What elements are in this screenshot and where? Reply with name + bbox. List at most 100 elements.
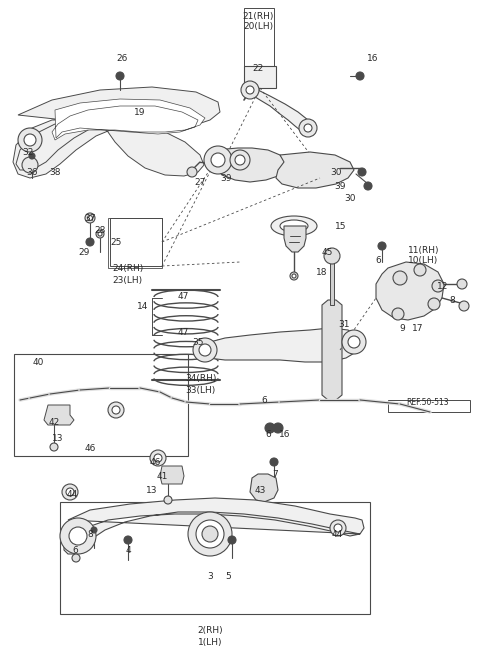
- Circle shape: [193, 338, 217, 362]
- Text: 44: 44: [66, 490, 78, 499]
- Circle shape: [188, 512, 232, 556]
- Text: 6: 6: [261, 396, 267, 405]
- Text: 2(RH): 2(RH): [197, 626, 223, 635]
- Text: 29: 29: [78, 248, 90, 257]
- Polygon shape: [13, 87, 220, 178]
- Circle shape: [457, 279, 467, 289]
- Circle shape: [292, 274, 296, 278]
- Circle shape: [91, 527, 97, 533]
- Circle shape: [154, 454, 162, 462]
- Polygon shape: [200, 328, 360, 362]
- Bar: [388, 400, 470, 412]
- Text: 7: 7: [272, 470, 278, 479]
- Polygon shape: [322, 300, 342, 400]
- Circle shape: [246, 86, 254, 94]
- Text: 15: 15: [335, 222, 347, 231]
- Circle shape: [196, 520, 224, 548]
- Text: 20(LH): 20(LH): [243, 22, 273, 31]
- Circle shape: [150, 450, 166, 466]
- Text: 3: 3: [207, 572, 213, 581]
- Text: 46: 46: [84, 444, 96, 453]
- Text: 40: 40: [32, 358, 44, 367]
- Circle shape: [24, 134, 36, 146]
- Circle shape: [50, 443, 58, 451]
- Text: 43: 43: [254, 486, 266, 495]
- Circle shape: [273, 423, 283, 433]
- Text: 47: 47: [178, 328, 190, 337]
- Text: 19: 19: [134, 108, 146, 117]
- Circle shape: [432, 280, 444, 292]
- Text: 6: 6: [72, 546, 78, 555]
- Circle shape: [241, 81, 259, 99]
- Text: 27: 27: [194, 178, 206, 187]
- Circle shape: [164, 496, 172, 504]
- Circle shape: [342, 330, 366, 354]
- Circle shape: [330, 520, 346, 536]
- Text: 25: 25: [110, 238, 122, 247]
- Circle shape: [98, 232, 102, 236]
- Ellipse shape: [280, 220, 308, 232]
- Text: 47: 47: [178, 292, 190, 301]
- Text: 38: 38: [49, 168, 61, 177]
- Text: 16: 16: [279, 430, 291, 439]
- Text: 34(RH): 34(RH): [185, 374, 216, 383]
- Circle shape: [299, 119, 317, 137]
- Circle shape: [270, 458, 278, 466]
- Circle shape: [85, 213, 95, 223]
- Circle shape: [459, 301, 469, 311]
- Text: 36: 36: [26, 168, 38, 177]
- Bar: [108, 218, 162, 268]
- Circle shape: [265, 423, 275, 433]
- Text: 22: 22: [252, 64, 264, 73]
- Text: 41: 41: [156, 472, 168, 481]
- Circle shape: [348, 336, 360, 348]
- Circle shape: [22, 157, 38, 173]
- Text: REF.50-513: REF.50-513: [407, 398, 449, 407]
- Polygon shape: [64, 498, 364, 554]
- Circle shape: [235, 155, 245, 165]
- Circle shape: [392, 308, 404, 320]
- Text: 5: 5: [225, 572, 231, 581]
- Text: 16: 16: [367, 54, 379, 63]
- Text: 31: 31: [338, 320, 350, 329]
- Circle shape: [199, 344, 211, 356]
- Ellipse shape: [271, 216, 317, 236]
- Polygon shape: [330, 258, 334, 305]
- Text: 14: 14: [137, 302, 148, 311]
- Circle shape: [29, 153, 35, 159]
- Bar: [110, 218, 162, 266]
- Text: 8: 8: [87, 530, 93, 539]
- Polygon shape: [284, 226, 306, 252]
- Text: 46: 46: [149, 458, 161, 467]
- Circle shape: [304, 124, 312, 132]
- Circle shape: [324, 248, 340, 264]
- Polygon shape: [248, 88, 312, 132]
- Circle shape: [204, 146, 232, 174]
- Circle shape: [62, 484, 78, 500]
- Polygon shape: [376, 262, 444, 320]
- Text: 13: 13: [146, 486, 158, 495]
- Text: 32: 32: [22, 148, 34, 157]
- Circle shape: [66, 488, 74, 496]
- Circle shape: [228, 536, 236, 544]
- Circle shape: [414, 264, 426, 276]
- Circle shape: [378, 242, 386, 250]
- Text: 13: 13: [52, 434, 64, 443]
- Bar: [244, 8, 274, 66]
- Text: 30: 30: [345, 194, 356, 203]
- Circle shape: [334, 524, 342, 532]
- Text: 39: 39: [334, 182, 346, 191]
- Text: 44: 44: [331, 530, 343, 539]
- Circle shape: [69, 527, 87, 545]
- Circle shape: [211, 153, 225, 167]
- Circle shape: [60, 518, 96, 554]
- Text: 45: 45: [322, 248, 334, 257]
- Circle shape: [187, 167, 197, 177]
- Text: 23(LH): 23(LH): [112, 276, 142, 285]
- Text: 35: 35: [192, 338, 204, 347]
- Circle shape: [18, 128, 42, 152]
- Circle shape: [96, 230, 104, 238]
- Text: 17: 17: [412, 324, 424, 333]
- Circle shape: [87, 215, 93, 221]
- Polygon shape: [276, 152, 354, 188]
